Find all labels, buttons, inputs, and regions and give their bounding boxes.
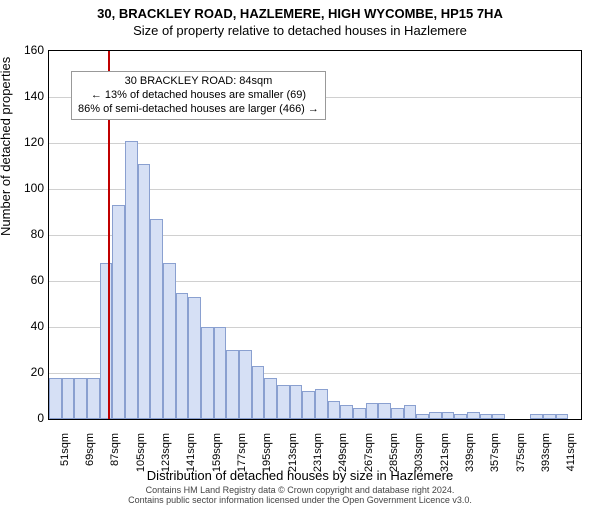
histogram-bar bbox=[454, 414, 467, 419]
x-axis-label: Distribution of detached houses by size … bbox=[0, 468, 600, 483]
histogram-bar bbox=[340, 405, 353, 419]
histogram-bar bbox=[87, 378, 100, 419]
histogram-bar bbox=[378, 403, 391, 419]
y-tick-label: 80 bbox=[16, 227, 44, 241]
histogram-bar bbox=[290, 385, 303, 420]
chart-title-main: 30, BRACKLEY ROAD, HAZLEMERE, HIGH WYCOM… bbox=[0, 6, 600, 21]
histogram-bar bbox=[176, 293, 189, 420]
histogram-bar bbox=[556, 414, 569, 419]
y-tick-label: 100 bbox=[16, 181, 44, 195]
histogram-bar bbox=[543, 414, 556, 419]
footer-line1: Contains HM Land Registry data © Crown c… bbox=[146, 485, 455, 495]
histogram-bar bbox=[252, 366, 265, 419]
histogram-bar bbox=[416, 414, 429, 419]
histogram-bar bbox=[138, 164, 151, 419]
histogram-bar bbox=[112, 205, 125, 419]
histogram-bar bbox=[366, 403, 379, 419]
histogram-bar bbox=[239, 350, 252, 419]
histogram-bar bbox=[429, 412, 442, 419]
histogram-bar bbox=[214, 327, 227, 419]
histogram-bar bbox=[150, 219, 163, 419]
histogram-bar bbox=[264, 378, 277, 419]
histogram-bar bbox=[480, 414, 493, 419]
histogram-bar bbox=[315, 389, 328, 419]
annotation-line2: ← 13% of detached houses are smaller (69… bbox=[91, 89, 306, 101]
y-tick-label: 140 bbox=[16, 89, 44, 103]
histogram-bar bbox=[62, 378, 75, 419]
y-tick-label: 160 bbox=[16, 43, 44, 57]
y-tick-label: 0 bbox=[16, 411, 44, 425]
histogram-bar bbox=[302, 391, 315, 419]
histogram-bar bbox=[49, 378, 62, 419]
histogram-bar bbox=[492, 414, 505, 419]
y-tick-label: 20 bbox=[16, 365, 44, 379]
histogram-bar bbox=[188, 297, 201, 419]
histogram-bar bbox=[100, 263, 113, 419]
y-tick-label: 40 bbox=[16, 319, 44, 333]
histogram-bar bbox=[328, 401, 341, 419]
y-axis-label: Number of detached properties bbox=[0, 57, 13, 236]
annotation-line3: 86% of semi-detached houses are larger (… bbox=[78, 103, 319, 115]
y-tick-label: 120 bbox=[16, 135, 44, 149]
histogram-bar bbox=[442, 412, 455, 419]
histogram-bar bbox=[74, 378, 87, 419]
histogram-bar bbox=[201, 327, 214, 419]
chart-footer: Contains HM Land Registry data © Crown c… bbox=[0, 486, 600, 506]
y-tick-label: 60 bbox=[16, 273, 44, 287]
histogram-bar bbox=[125, 141, 138, 419]
annotation-line1: 30 BRACKLEY ROAD: 84sqm bbox=[125, 75, 273, 87]
histogram-bar bbox=[467, 412, 480, 419]
histogram-bar bbox=[226, 350, 239, 419]
histogram-bar bbox=[391, 408, 404, 420]
histogram-bar bbox=[404, 405, 417, 419]
chart-plot-area: 30 BRACKLEY ROAD: 84sqm ← 13% of detached… bbox=[48, 50, 582, 420]
histogram-bar bbox=[353, 408, 366, 420]
chart-title-sub: Size of property relative to detached ho… bbox=[0, 23, 600, 38]
annotation-box: 30 BRACKLEY ROAD: 84sqm ← 13% of detached… bbox=[71, 71, 326, 120]
histogram-bar bbox=[163, 263, 176, 419]
histogram-bar bbox=[530, 414, 543, 419]
histogram-bar bbox=[277, 385, 290, 420]
